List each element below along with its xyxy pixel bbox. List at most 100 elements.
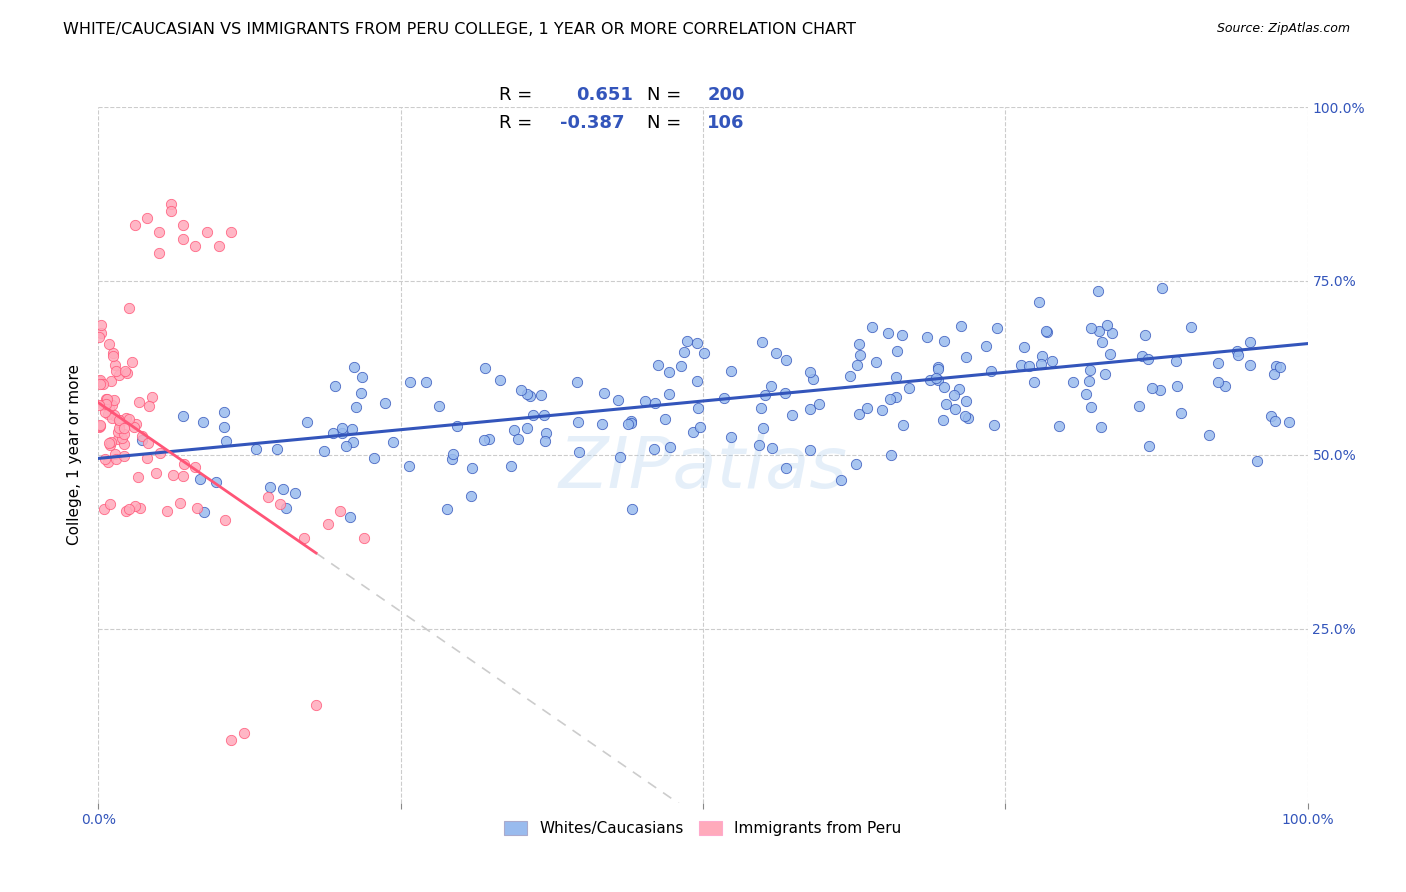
Point (748, 438, 770, 452)
Point (89, 418, 111, 433)
Point (193, 415, 215, 429)
Point (101, 345, 124, 359)
Point (101, 398, 124, 412)
Point (1198, 428, 1220, 442)
Point (212, 405, 235, 419)
Point (682, 425, 704, 439)
Point (516, 386, 538, 401)
Point (256, 490, 278, 504)
Point (104, 364, 127, 378)
Point (533, 408, 555, 422)
Point (121, 355, 143, 369)
Point (108, 421, 131, 435)
Point (160, 204, 183, 219)
Point (1029, 357, 1052, 371)
Point (97, 407, 120, 421)
Point (1208, 376, 1230, 390)
Point (172, 409, 194, 423)
Point (592, 385, 614, 400)
Point (620, 416, 643, 430)
Point (135, 211, 157, 226)
Point (173, 457, 195, 471)
Point (415, 376, 437, 390)
Point (441, 447, 464, 461)
Point (440, 451, 463, 466)
Point (112, 436, 135, 450)
Point (620, 414, 643, 428)
Point (97, 455, 120, 469)
Point (654, 412, 676, 426)
Point (122, 420, 145, 434)
Point (647, 359, 669, 373)
Point (87, 420, 110, 434)
Point (1018, 359, 1040, 373)
Point (1135, 328, 1157, 343)
Point (848, 336, 870, 351)
Point (673, 345, 696, 359)
Point (436, 502, 458, 516)
Point (141, 390, 163, 404)
Text: WHITE/CAUCASIAN VS IMMIGRANTS FROM PERU COLLEGE, 1 YEAR OR MORE CORRELATION CHAR: WHITE/CAUCASIAN VS IMMIGRANTS FROM PERU … (63, 22, 856, 37)
Point (184, 459, 207, 474)
Point (1022, 375, 1045, 389)
Point (93, 405, 115, 419)
Point (398, 376, 420, 390)
Point (1260, 409, 1282, 423)
Point (856, 401, 879, 416)
Point (208, 239, 231, 253)
Point (87, 398, 110, 412)
Point (891, 418, 914, 433)
Point (488, 373, 510, 387)
Point (94, 397, 117, 411)
Point (98, 401, 121, 416)
Text: ZIPatlas: ZIPatlas (558, 434, 848, 503)
Text: 200: 200 (707, 87, 745, 104)
Point (897, 380, 920, 394)
Point (156, 504, 179, 518)
Point (305, 698, 328, 713)
Point (658, 365, 681, 379)
Point (849, 347, 872, 361)
Point (1080, 320, 1102, 334)
Point (136, 451, 159, 466)
Point (522, 408, 544, 422)
Point (295, 415, 318, 429)
Point (160, 197, 183, 211)
Point (693, 346, 716, 360)
Point (1130, 349, 1153, 363)
Point (284, 486, 307, 500)
Point (148, 246, 170, 260)
Point (96, 392, 118, 406)
Point (329, 503, 352, 517)
Point (782, 408, 804, 422)
Point (1213, 379, 1236, 393)
Point (461, 461, 484, 475)
Point (659, 440, 682, 454)
Point (499, 458, 522, 473)
Point (115, 504, 138, 518)
Point (269, 497, 291, 511)
Point (427, 399, 450, 413)
Point (172, 232, 194, 246)
Point (925, 371, 948, 385)
Point (749, 401, 772, 416)
Point (342, 435, 364, 450)
Point (935, 397, 957, 411)
Point (1137, 351, 1160, 366)
Point (214, 513, 236, 527)
Text: -0.387: -0.387 (560, 114, 624, 132)
Point (321, 426, 343, 441)
Point (884, 390, 907, 404)
Point (1077, 374, 1099, 388)
Point (89, 418, 111, 433)
Point (245, 442, 267, 456)
Point (118, 502, 141, 516)
Point (352, 370, 374, 384)
Point (1080, 400, 1102, 414)
Point (323, 379, 346, 393)
Point (799, 365, 821, 379)
Point (398, 458, 420, 473)
Point (115, 411, 138, 425)
Point (1140, 381, 1163, 395)
Point (108, 415, 131, 429)
